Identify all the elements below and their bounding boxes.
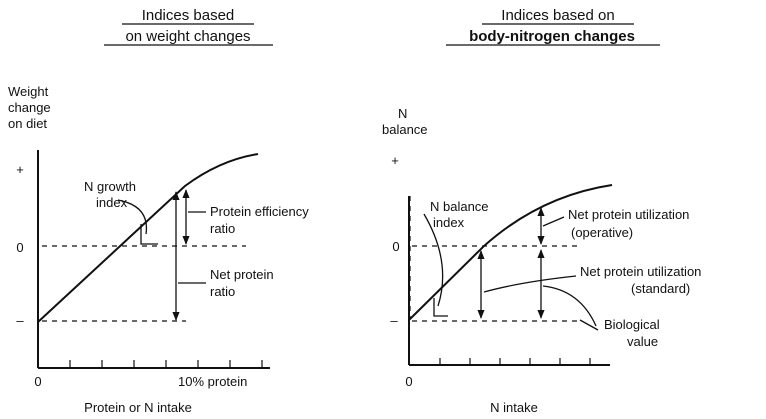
left-per-label-line2: ratio	[210, 221, 235, 236]
right-y-label-line1: N	[398, 106, 407, 121]
right-x-ticks	[439, 358, 591, 365]
right-title-line2: body-nitrogen changes	[469, 28, 635, 45]
right-slope-angle-marker	[433, 298, 448, 317]
right-npu-operative-label-line1: Net protein utilization	[568, 207, 689, 222]
right-x-label: N intake	[490, 400, 538, 415]
left-x-ticks	[69, 360, 263, 368]
right-tick-plus: +	[391, 153, 399, 168]
right-npu-standard-leader	[483, 275, 577, 293]
left-per-label-line1: Protein efficiency	[210, 204, 309, 219]
left-x-origin: 0	[34, 374, 41, 389]
right-bv-leader-curve	[542, 285, 597, 327]
right-npu-operative-leader	[542, 216, 565, 227]
left-n-growth-label-line2: index	[96, 195, 128, 210]
right-bv-label-line1: Biological	[604, 317, 660, 332]
left-response-curve	[37, 153, 259, 323]
left-panel: Indices based on weight changes Weight c…	[8, 7, 309, 415]
right-npu-standard-label-line1: Net protein utilization	[580, 264, 701, 279]
right-bv-leader	[579, 319, 599, 331]
right-nbi-leader	[423, 213, 444, 307]
left-npr-label-line2: ratio	[210, 284, 235, 299]
left-n-growth-label-line1: N growth	[84, 179, 136, 194]
left-x-label: Protein or N intake	[84, 400, 192, 415]
right-npu-standard-label-line2: (standard)	[631, 281, 690, 296]
right-y-label-line2: balance	[382, 122, 428, 137]
left-title-line1: Indices based	[142, 7, 235, 24]
left-y-label-line3: on diet	[8, 116, 47, 131]
left-tick-minus: –	[16, 313, 24, 328]
left-npr-label-line1: Net protein	[210, 267, 274, 282]
right-panel: Indices based on body-nitrogen changes N…	[382, 7, 701, 415]
right-npu-operative-label-line2: (operative)	[571, 225, 633, 240]
left-y-label-line2: change	[8, 100, 51, 115]
left-n-growth-leader	[117, 199, 148, 235]
right-nbi-label-line2: index	[433, 215, 465, 230]
left-y-label-line1: Weight	[8, 84, 49, 99]
right-bv-label-line2: value	[627, 334, 658, 349]
left-slope-angle-marker	[140, 224, 158, 245]
right-title-line1: Indices based on	[501, 7, 614, 24]
left-tick-plus: +	[16, 162, 24, 177]
right-tick-minus: –	[390, 313, 398, 328]
right-tick-zero: 0	[392, 239, 399, 254]
right-nbi-label-line1: N balance	[430, 199, 489, 214]
right-x-origin: 0	[405, 374, 412, 389]
left-x-marker-label: 10% protein	[178, 374, 247, 389]
left-tick-zero: 0	[16, 240, 23, 255]
left-title-line2: on weight changes	[125, 28, 250, 45]
